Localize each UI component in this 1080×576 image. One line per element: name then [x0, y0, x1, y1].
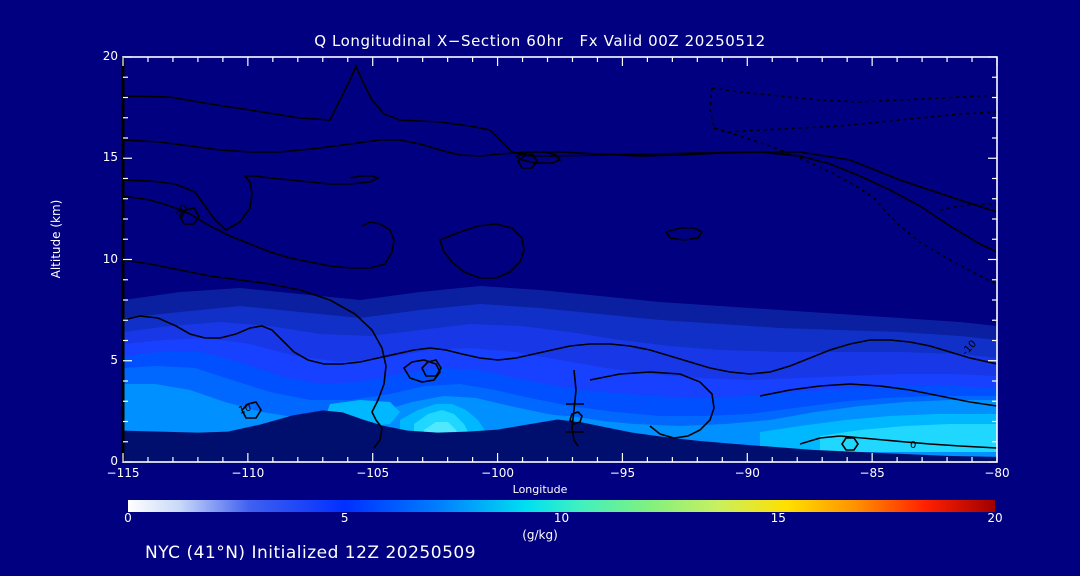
plot-axes: [121, 56, 998, 463]
y-tick-label: 20: [102, 49, 118, 63]
x-tick-label: −110: [231, 466, 265, 480]
terrain-profile: [123, 410, 997, 462]
x-axis-label: Longitude: [512, 483, 568, 496]
contour-bubble-2: [569, 411, 583, 425]
contour-east-zero: [799, 435, 997, 449]
contour-upper-2: [123, 139, 997, 253]
colorbar-tick-label: 15: [770, 511, 786, 525]
chart-subtitle: NYC (41°N) Initialized 12Z 20250509: [145, 543, 477, 563]
contour-label-0: 0: [910, 440, 916, 451]
chart-title: Q Longitudinal X−Section 60hr Fx Valid 0…: [314, 32, 766, 50]
colorbar-tick-label: 0: [124, 511, 132, 525]
contour-label-bubble-upper: [516, 153, 538, 169]
x-tick-label: −115: [106, 466, 140, 480]
x-tick-label: −85: [859, 466, 885, 480]
contour-upper-1: [123, 63, 997, 213]
y-tick-label: 15: [102, 150, 118, 164]
colorbar-tick-label: 5: [340, 511, 349, 525]
y-tick-label: 5: [110, 353, 118, 367]
colorbar: [128, 500, 995, 512]
contour-bubble-1: [402, 359, 441, 383]
contour-vertical-seg: [571, 369, 579, 447]
x-tick-label: −95: [609, 466, 636, 480]
y-tick-label: 10: [102, 252, 118, 266]
contour-mid-1: [123, 175, 381, 231]
colorbar-tick-label: 10: [553, 511, 570, 525]
contour-neg-1: [711, 87, 997, 103]
contour-closed-small: [664, 227, 704, 241]
contour-arc-center: [589, 371, 715, 439]
y-tick-label-group: 20 15 10 5 0: [78, 0, 118, 576]
contour-label-bubble-mid: [421, 359, 442, 377]
y-axis-ticks: [123, 56, 997, 463]
contour-closed-tiny: [514, 151, 562, 164]
contour-zero-line: [123, 315, 997, 375]
contour-label-bubble-20: [179, 207, 200, 225]
x-tick-label: −105: [356, 466, 390, 480]
contour-slope-west: [123, 259, 387, 449]
colorbar-gradient: [128, 500, 995, 512]
contour-closed-low: [439, 223, 525, 279]
contour-neg-3: [713, 127, 997, 285]
x-tick-label: −100: [481, 466, 515, 480]
contour-label-bubble-0: [841, 437, 859, 451]
contour-mid-2: [123, 195, 395, 269]
contour-label-bubble-10: [241, 401, 262, 419]
contour-east-upper: [759, 383, 997, 407]
temperature-contour-lines: [123, 63, 997, 451]
x-axis-ticks: [122, 57, 998, 462]
contour-label-10: 10: [237, 402, 253, 417]
colorbar-tick-label: 20: [987, 511, 1003, 525]
negative-contours-dashed: [709, 87, 997, 285]
y-tick-label: 0: [110, 454, 118, 468]
contour-label-20: 20: [175, 203, 191, 219]
x-tick-label: −90: [734, 466, 760, 480]
x-tick-label: −80: [984, 466, 1010, 480]
contour-neg-4: [939, 203, 997, 211]
colorbar-units-label: (g/kg): [522, 528, 558, 542]
contour-neg-2: [709, 87, 997, 133]
